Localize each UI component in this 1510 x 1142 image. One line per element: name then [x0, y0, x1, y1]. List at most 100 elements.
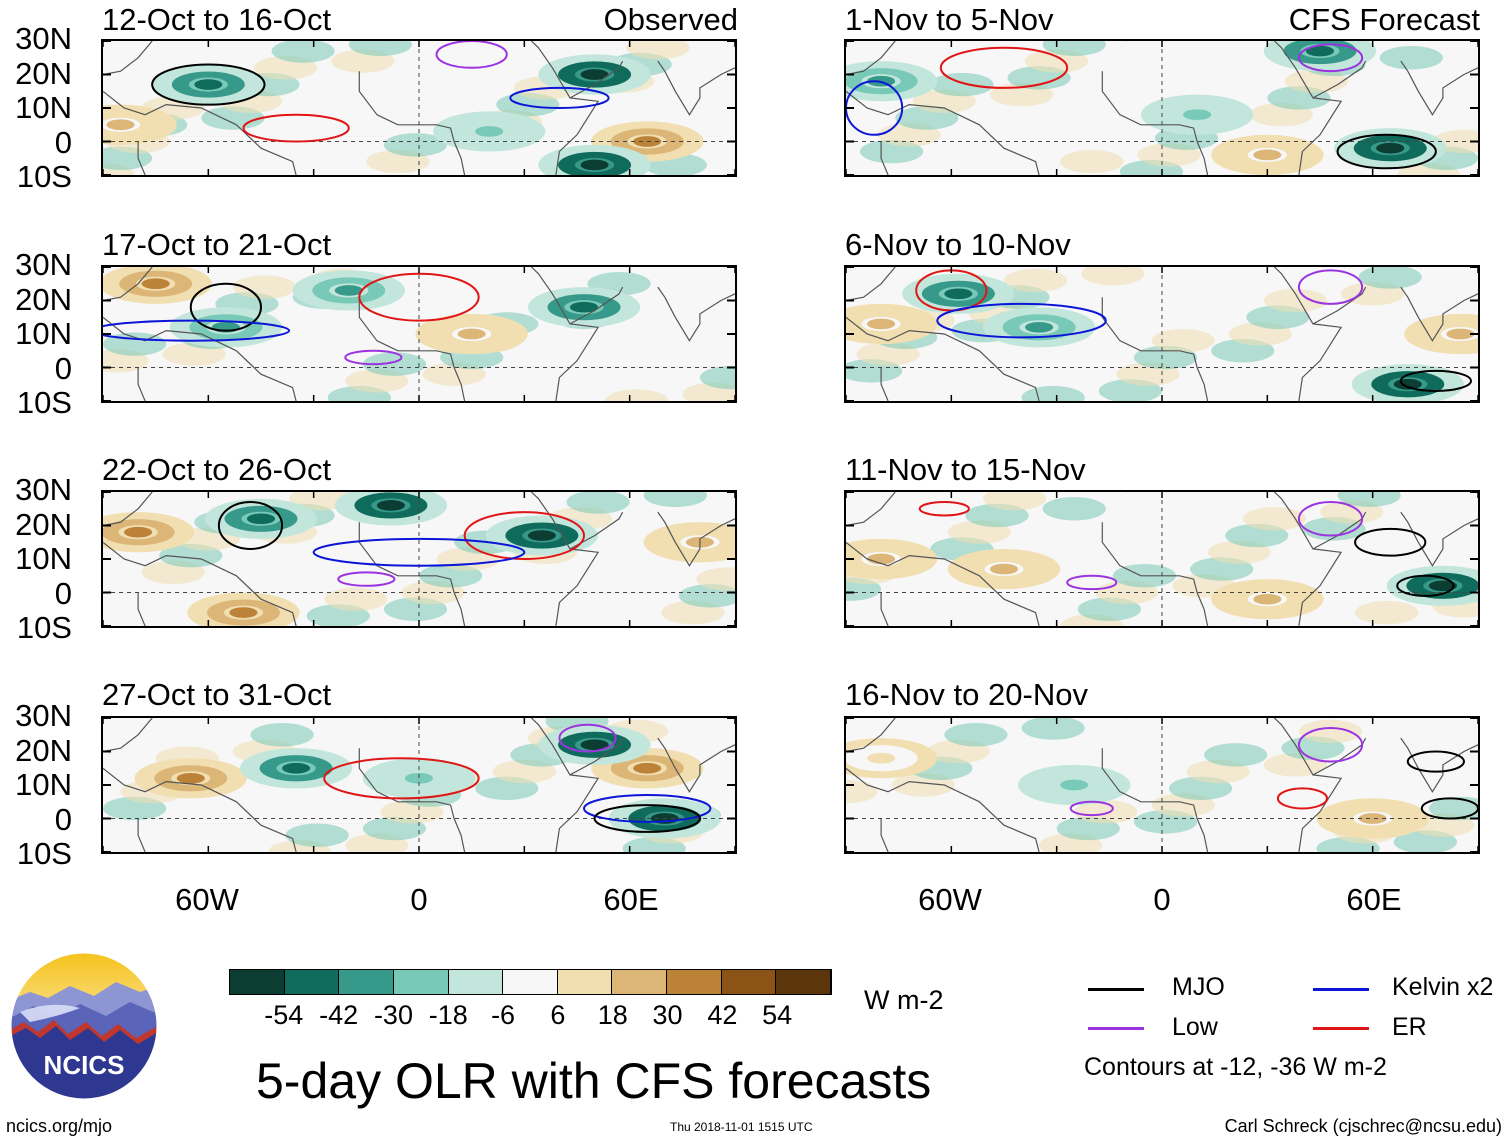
lat-tick-label: 30N	[15, 247, 72, 282]
contour-low	[1297, 501, 1364, 537]
lat-tick-label: 10N	[15, 316, 72, 351]
anomaly-patch	[324, 587, 388, 611]
anomaly-patch	[1021, 385, 1085, 401]
coastline	[657, 511, 735, 567]
anomaly-patch	[643, 492, 707, 508]
anomaly-patch	[626, 41, 690, 60]
coastline	[137, 367, 146, 401]
map-panel	[101, 716, 737, 854]
lat-tick-label: 0	[54, 575, 72, 611]
anomaly-core	[106, 119, 135, 131]
anomaly-core	[1428, 580, 1457, 592]
anomaly-core	[1253, 593, 1282, 605]
coastline	[880, 141, 889, 175]
coastline	[846, 541, 1040, 626]
colorbar-tick-label: -18	[428, 1000, 468, 1030]
anomaly-patch	[250, 723, 314, 747]
map-panel	[101, 265, 737, 403]
legend-label: MJO	[1172, 973, 1225, 1001]
coastline	[846, 718, 896, 753]
coastline	[1101, 522, 1209, 626]
anomaly-patch	[1081, 267, 1145, 286]
contour-er	[918, 501, 970, 517]
coastline	[530, 718, 600, 852]
legend-line-er	[1313, 1027, 1369, 1030]
lat-tick-label: 10N	[15, 90, 72, 125]
olr-map	[846, 41, 1478, 175]
anomaly-patch	[1151, 328, 1215, 353]
coastline	[530, 41, 600, 175]
olr-map	[846, 718, 1478, 852]
coastline	[103, 492, 153, 527]
coastline	[530, 492, 600, 626]
coastline	[1273, 492, 1343, 626]
coastline	[1400, 737, 1478, 793]
olr-map	[846, 267, 1478, 401]
anomaly-patch	[232, 275, 297, 299]
anomaly-patch	[362, 352, 427, 376]
anomaly-core	[1446, 328, 1475, 340]
contour-kelvin-x2	[846, 80, 904, 136]
contour-low	[1066, 574, 1118, 591]
map-panel	[844, 265, 1480, 403]
anomaly-core	[1025, 321, 1054, 333]
anomaly-core	[282, 762, 311, 774]
panel-title: 12-Oct to 16-Oct	[102, 2, 332, 37]
anomaly-core	[580, 159, 609, 171]
contour-mjo	[217, 501, 284, 550]
coastline	[137, 818, 146, 852]
anomaly-core	[1253, 149, 1282, 161]
panel-title: 16-Nov to 20-Nov	[845, 677, 1088, 712]
anomaly-core	[867, 318, 896, 330]
coastline	[846, 90, 1040, 175]
contour-kelvin-x2	[583, 794, 712, 823]
lat-tick-label: 0	[54, 124, 72, 160]
contour-er	[463, 511, 586, 560]
anomaly-patch	[1379, 46, 1443, 70]
map-panel	[101, 39, 737, 177]
ncics-logo: NCICS	[10, 952, 158, 1100]
panel-title: 22-Oct to 26-Oct	[102, 452, 332, 487]
anomaly-patch	[348, 41, 412, 57]
footer-url[interactable]: ncics.org/mjo	[6, 1116, 113, 1136]
anomaly-patch	[944, 723, 1008, 747]
anomaly-core	[246, 513, 276, 525]
anomaly-core	[176, 772, 205, 784]
colorbar-tick-label: -30	[373, 1000, 413, 1030]
anomaly-patch	[1358, 267, 1422, 289]
colorbar-swatch	[230, 970, 285, 994]
contour-mjo	[189, 282, 262, 332]
lat-tick-label: 30N	[15, 472, 72, 507]
contour-low	[435, 41, 508, 69]
coastline	[1312, 511, 1367, 550]
anomaly-core	[867, 752, 896, 764]
coastline	[103, 316, 297, 401]
anomaly-core	[1358, 813, 1387, 824]
coastline	[880, 818, 889, 852]
anomaly-patch	[930, 72, 994, 97]
lat-tick-label: 10S	[16, 610, 72, 645]
anomaly-core	[989, 563, 1019, 575]
contour-er	[939, 46, 1069, 89]
panel-title: 11-Nov to 15-Nov	[845, 452, 1086, 487]
coastline	[569, 737, 624, 776]
anomaly-patch	[1298, 719, 1363, 744]
coastline	[358, 522, 466, 626]
units-label: W m-2	[864, 985, 944, 1015]
contour-low	[1297, 727, 1364, 763]
contour-er	[242, 113, 350, 143]
coastline	[1312, 286, 1367, 325]
coastline	[1273, 718, 1343, 852]
coastline	[657, 286, 735, 342]
lat-tick-label: 30N	[15, 698, 72, 733]
anomaly-core	[633, 762, 662, 774]
colorbar-swatch	[721, 970, 777, 994]
panel-title: 27-Oct to 31-Oct	[102, 677, 332, 712]
contour-low	[344, 349, 403, 366]
lon-tick-label: 60E	[1346, 882, 1402, 917]
coastline	[846, 267, 896, 302]
coastline	[657, 60, 735, 116]
colorbar-swatch	[557, 970, 613, 994]
coastline	[1400, 286, 1478, 342]
coastline	[1101, 297, 1209, 401]
